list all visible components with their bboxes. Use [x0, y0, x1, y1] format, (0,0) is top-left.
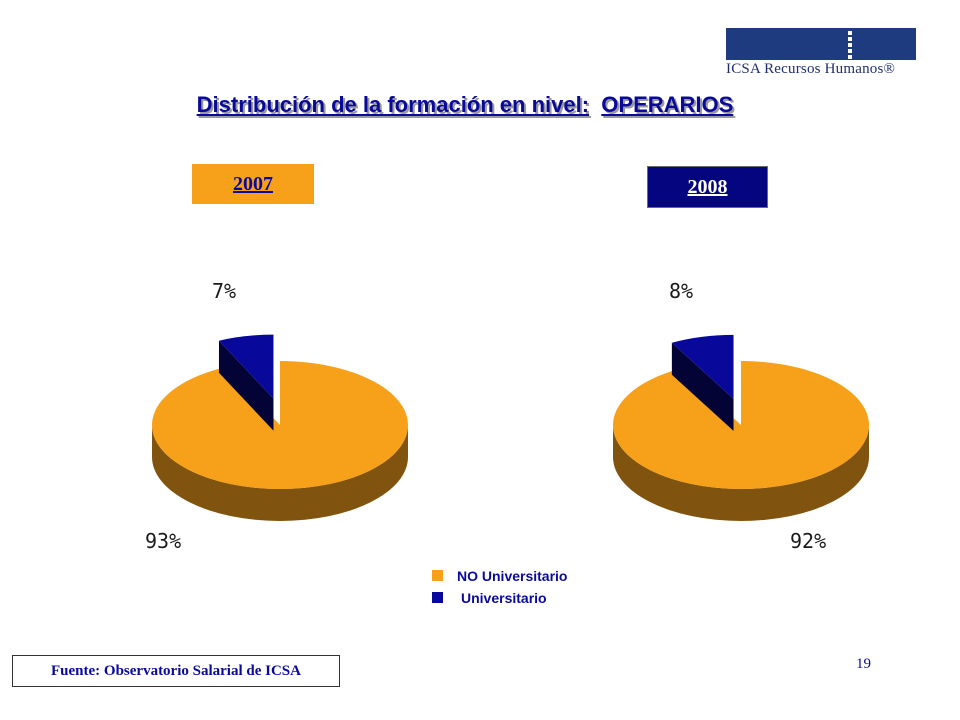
slice-no-universitario: [151, 361, 408, 489]
year-label-2007: 2007: [192, 164, 314, 204]
slice-side-universitario: [218, 340, 274, 431]
data-label-no-universitario: 92%: [790, 529, 826, 553]
title-level: OPERARIOS: [601, 92, 734, 117]
legend-label: Universitario: [461, 590, 547, 606]
legend-swatch: [432, 570, 443, 581]
slice-side-no-universitario: [613, 425, 869, 521]
title-main: Distribución de la formación en nivel:: [196, 92, 590, 117]
slice-universitario: [671, 334, 734, 399]
legend-swatch: [432, 592, 443, 603]
slice-side-no-universitario: [152, 425, 408, 521]
icsa-logo: ICSA Recursos Humanos®: [726, 28, 916, 78]
legend-label: NO Universitario: [457, 568, 568, 584]
page-title: Distribución de la formación en nivel: O…: [0, 92, 930, 118]
logo-text: ICSA Recursos Humanos®: [726, 61, 896, 77]
source-note: Fuente: Observatorio Salarial de ICSA: [12, 655, 340, 687]
logo-dots-icon: [847, 31, 853, 61]
page-number: 19: [856, 656, 871, 672]
data-label-universitario: 7%: [212, 279, 236, 303]
slice-no-universitario: [613, 361, 870, 489]
year-label-2008: 2008: [647, 166, 768, 208]
data-label-no-universitario: 93%: [145, 529, 181, 553]
data-label-universitario: 8%: [669, 279, 693, 303]
slice-universitario: [218, 334, 274, 399]
slice-side-universitario: [671, 342, 734, 431]
logo-bar: [726, 28, 916, 60]
